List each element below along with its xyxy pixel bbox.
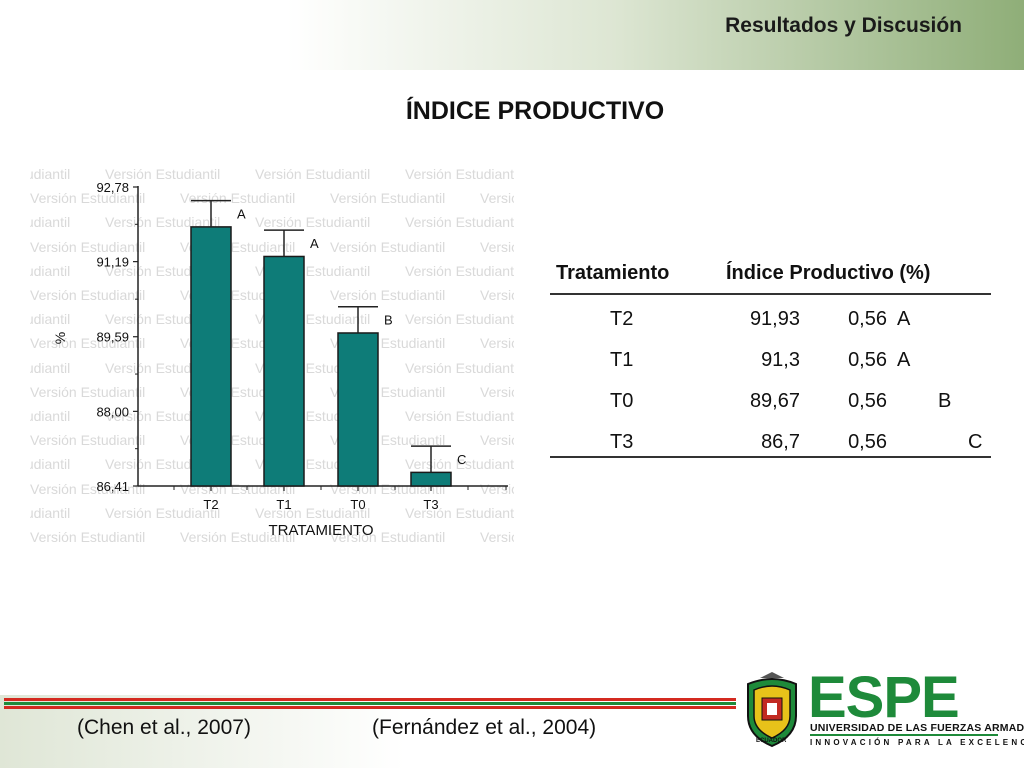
table-cell-letter: A xyxy=(897,349,911,371)
table-header-tratamiento: Tratamiento xyxy=(556,262,670,284)
table-cell-se: 0,56 xyxy=(848,308,887,330)
table-cell-se: 0,56 xyxy=(848,431,887,453)
x-tick-label: T2 xyxy=(203,497,218,512)
header-bar xyxy=(0,0,1024,70)
table-cell-tratamiento: T1 xyxy=(610,349,634,371)
table-cell-letter: B xyxy=(938,390,952,412)
table-cell-tratamiento: T3 xyxy=(610,431,634,453)
y-tick-label: 88,00 xyxy=(96,404,129,419)
table-cell-tratamiento: T2 xyxy=(610,308,634,330)
significance-letter: B xyxy=(384,313,393,328)
table-cell-letter: A xyxy=(897,308,911,330)
reference-chen: (Chen et al., 2007) xyxy=(77,716,251,739)
table-cell-tratamiento: T0 xyxy=(610,390,634,412)
table-cell-letter: C xyxy=(968,431,983,453)
espe-logo-text: ESPE xyxy=(808,665,960,730)
chart-svg: 86,41 88,00 89,59 91,19 92,78% A T2 A T1 B T0 C T3 TR… xyxy=(52,180,508,539)
espe-subtitle: UNIVERSIDAD DE LAS FUERZAS ARMADAS xyxy=(810,722,1024,734)
espe-tagline: INNOVACIÓN PARA LA EXCELENCIA xyxy=(810,738,1024,747)
section-title: Resultados y Discusión xyxy=(725,14,962,37)
table-cell-mean: 89,67 xyxy=(749,390,800,412)
bar-T2 xyxy=(190,226,232,487)
y-tick-label: 89,59 xyxy=(96,330,129,345)
table-header-indice: Índice Productivo (%) xyxy=(726,262,931,284)
espe-rule xyxy=(810,734,998,736)
table-header-rule xyxy=(550,293,991,295)
footer-stripe-red xyxy=(4,698,736,701)
espe-crest-icon xyxy=(747,672,797,748)
table-bottom-rule xyxy=(550,456,991,458)
table-cell-se: 0,56 xyxy=(848,349,887,371)
footer-stripe-red-2 xyxy=(4,706,736,709)
reference-fernandez: (Fernández et al., 2004) xyxy=(372,716,597,739)
table-cell-mean: 86,7 xyxy=(761,431,800,453)
table-cell-mean: 91,3 xyxy=(761,349,800,371)
x-tick-label: T0 xyxy=(350,497,365,512)
significance-letter: C xyxy=(457,452,466,467)
x-tick-label: T1 xyxy=(276,497,291,512)
bar-T0 xyxy=(337,332,379,487)
page-title: ÍNDICE PRODUCTIVO xyxy=(405,97,665,125)
y-tick-label: 92,78 xyxy=(96,180,129,195)
y-tick-label: 86,41 xyxy=(96,479,129,494)
bar-T3 xyxy=(410,471,452,487)
y-axis-label: % xyxy=(52,332,68,344)
y-tick-label: 91,19 xyxy=(96,255,129,270)
bar-T1 xyxy=(263,255,305,487)
significance-letter: A xyxy=(237,207,246,222)
crest-label: ECUADOR xyxy=(756,738,787,744)
x-tick-label: T3 xyxy=(423,497,438,512)
table-cell-se: 0,56 xyxy=(848,390,887,412)
significance-letter: A xyxy=(310,236,319,251)
table-cell-mean: 91,93 xyxy=(749,308,800,330)
x-axis-label: TRATAMIENTO xyxy=(269,522,374,539)
footer-stripe-green xyxy=(4,702,736,705)
